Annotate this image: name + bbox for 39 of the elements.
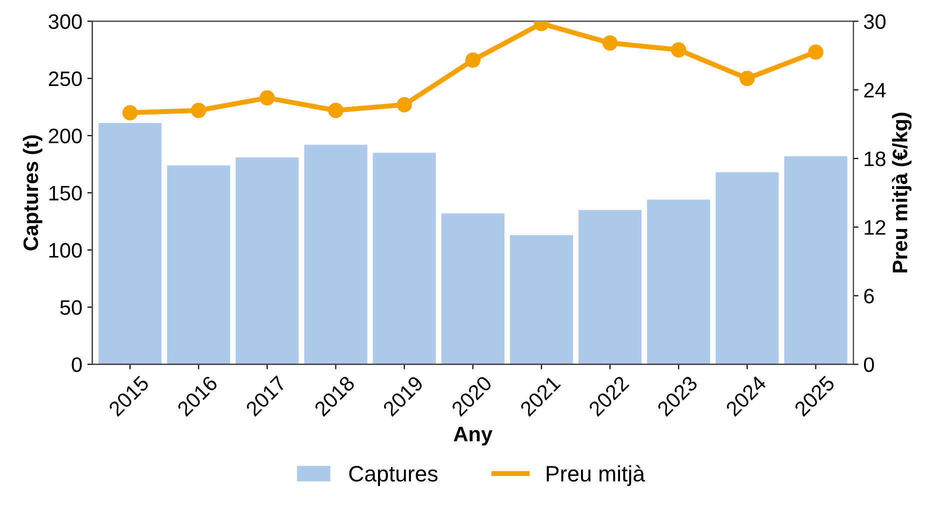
y2-tick-label: 30 xyxy=(864,14,886,30)
y-tick-label: 0 xyxy=(72,357,82,372)
bar xyxy=(784,156,848,364)
y2-tick-label: 6 xyxy=(864,288,874,304)
point xyxy=(260,90,275,106)
y2-tick-label: 0 xyxy=(864,357,874,372)
y-tick-label: 200 xyxy=(48,128,82,144)
y2-tick-label: 18 xyxy=(864,151,886,166)
legend-label: Preu mitjà xyxy=(546,465,645,486)
bar xyxy=(98,123,162,364)
bar xyxy=(441,213,504,364)
y-tick-label: 50 xyxy=(60,300,82,315)
y-tick-label: 300 xyxy=(48,14,82,30)
point xyxy=(670,42,686,58)
bar xyxy=(578,210,642,364)
bar xyxy=(647,200,710,364)
y2-tick-label: 12 xyxy=(864,220,886,235)
point xyxy=(808,44,824,60)
y-tick-label: 250 xyxy=(48,71,82,86)
bar xyxy=(372,152,436,364)
bar xyxy=(304,144,368,364)
point xyxy=(396,97,412,112)
bar xyxy=(167,165,230,364)
point xyxy=(740,70,755,86)
bar xyxy=(510,235,573,364)
point xyxy=(328,102,344,118)
y-tick-label: 150 xyxy=(49,186,82,201)
y-axis-title: Captures (t) xyxy=(22,135,42,250)
point xyxy=(602,35,618,51)
point xyxy=(122,105,138,120)
y2-axis-title: Preu mitjà (€/kg) xyxy=(892,112,912,272)
y-tick-label: 100 xyxy=(49,242,82,258)
y2-tick-label: 24 xyxy=(864,82,886,98)
point xyxy=(465,52,481,68)
point xyxy=(190,102,206,118)
bar xyxy=(716,172,779,364)
x-axis-title: Any xyxy=(454,426,492,446)
bar xyxy=(236,157,299,364)
legend-label: Captures xyxy=(349,466,438,486)
